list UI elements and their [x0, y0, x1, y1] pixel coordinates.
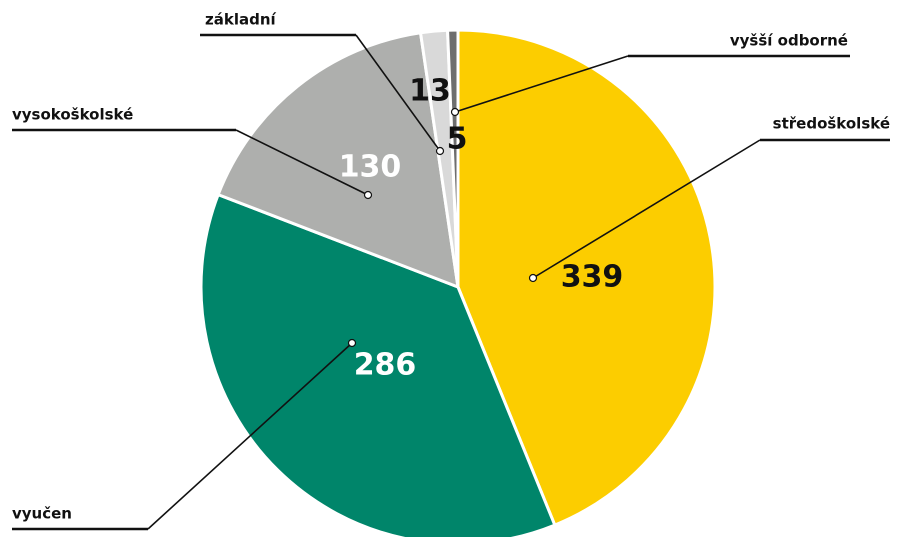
- leader-line: [355, 34, 441, 152]
- leader-dot: [450, 107, 460, 117]
- leader-line: [532, 139, 761, 279]
- category-label: vyšší odborné: [730, 32, 848, 50]
- pie-slice: [446, 28, 460, 289]
- leader-dot: [347, 338, 357, 348]
- leader-dot: [435, 146, 445, 156]
- value-label: 286: [354, 348, 417, 383]
- value-label: 13: [409, 74, 451, 109]
- category-label: vyučen: [12, 505, 72, 523]
- pie-slice: [216, 31, 460, 289]
- leader-dot: [363, 190, 373, 200]
- value-label: 130: [339, 150, 402, 185]
- leader-line: [454, 55, 629, 113]
- category-label: vysokoškolské: [12, 106, 133, 124]
- leader-line: [147, 342, 353, 530]
- category-label: základní: [205, 11, 277, 29]
- leader-line: [235, 129, 369, 196]
- pie-slice: [199, 193, 557, 537]
- value-label: 5: [447, 122, 468, 157]
- category-label: středoškolské: [773, 115, 890, 133]
- pie-slice: [456, 28, 717, 527]
- value-label: 339: [561, 260, 624, 295]
- leader-dot: [528, 273, 538, 283]
